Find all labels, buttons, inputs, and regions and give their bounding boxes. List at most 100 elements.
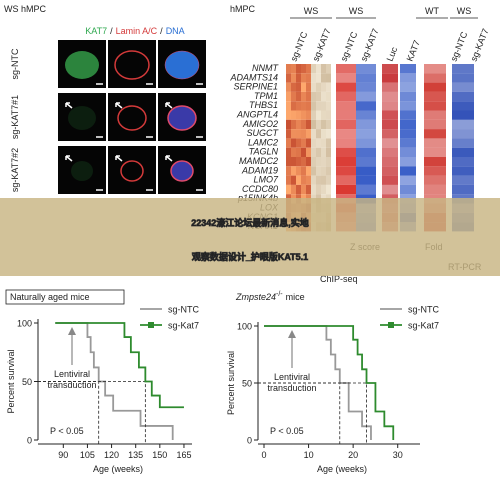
gene-label: AMIGO2 [242, 119, 278, 129]
heat-cell [306, 184, 311, 195]
heat-cell [311, 138, 316, 148]
heat-cell [382, 138, 398, 148]
heat-cell [400, 138, 416, 148]
heat-cell [452, 184, 474, 195]
nucleus [167, 105, 197, 131]
heat-cell [306, 147, 311, 157]
heat-cell [311, 82, 316, 92]
heat-cell [286, 91, 291, 102]
heat-cell [321, 64, 326, 74]
heat-cell [296, 73, 301, 83]
heat-cell [291, 157, 296, 167]
heat-cell [400, 175, 416, 185]
heat-cell [321, 175, 326, 185]
channel-name: Lamin A/C [116, 26, 158, 36]
heat-cell [400, 64, 416, 74]
heat-cell [291, 82, 296, 92]
banner-line: 观察数据设计_护眼版KAT5.1 [192, 251, 308, 262]
heat-cell [291, 138, 296, 148]
gene-label: MAMDC2 [239, 156, 278, 166]
heat-cell [356, 166, 376, 176]
x-tick-label: 10 [304, 450, 314, 460]
heat-cell [326, 119, 331, 130]
group-header: WS [304, 6, 319, 16]
heat-cell [311, 175, 316, 185]
nucleus [170, 160, 194, 182]
y-tick-label: 50 [22, 377, 32, 387]
heat-cell [316, 101, 321, 111]
heat-cell [286, 64, 291, 74]
channel-name: KAT7 [85, 26, 107, 36]
heat-cell [301, 175, 306, 185]
heat-cell [321, 101, 326, 111]
annotation: Lentiviral [54, 369, 90, 379]
heat-cell [301, 129, 306, 139]
heat-cell [321, 184, 326, 195]
heat-cell [382, 175, 398, 185]
heat-cell [321, 91, 326, 102]
heat-cell [452, 166, 474, 176]
heat-cell [301, 73, 306, 83]
heat-cell [424, 184, 446, 195]
heat-cell [291, 184, 296, 195]
heat-cell [321, 82, 326, 92]
legend-marker [388, 322, 394, 328]
heat-cell [291, 91, 296, 102]
heat-cell [382, 157, 398, 167]
heat-cell [424, 147, 446, 157]
heat-cell [356, 64, 376, 74]
banner [0, 198, 500, 276]
heat-cell [452, 101, 474, 111]
footer-label: ChIP-seq [320, 274, 358, 284]
title-part: -/- [276, 291, 283, 298]
x-tick-label: 165 [176, 450, 191, 460]
heat-cell [306, 119, 311, 130]
heat-cell [382, 166, 398, 176]
heat-cell [316, 147, 321, 157]
heat-cell [311, 166, 316, 176]
heat-cell [382, 64, 398, 74]
heat-cell [356, 119, 376, 130]
heat-cell [356, 110, 376, 120]
heat-cell [326, 82, 331, 92]
heat-cell [336, 138, 356, 148]
heat-cell [326, 101, 331, 111]
heat-cell [452, 91, 474, 102]
heat-cell [296, 101, 301, 111]
heat-cell [296, 184, 301, 195]
heat-cell [336, 147, 356, 157]
heat-cell [326, 110, 331, 120]
heat-cell [400, 184, 416, 195]
heat-cell [321, 157, 326, 167]
y-tick-label: 100 [237, 322, 252, 332]
y-axis-label: Percent survival [6, 349, 16, 413]
heat-cell [326, 166, 331, 176]
heat-cell [311, 184, 316, 195]
x-tick-label: 30 [393, 450, 403, 460]
heat-cell [400, 110, 416, 120]
heat-cell [306, 101, 311, 111]
heat-cell [400, 166, 416, 176]
heat-cell [452, 175, 474, 185]
x-axis-label: Age (weeks) [93, 464, 143, 474]
chart-title: Zmpste24-/- mice [235, 291, 305, 302]
heat-cell [356, 184, 376, 195]
channel-name: DNA [166, 26, 185, 36]
x-axis-label: Age (weeks) [317, 464, 367, 474]
gene-label: ANGPTL4 [236, 110, 278, 120]
heat-cell [321, 110, 326, 120]
x-tick-label: 150 [152, 450, 167, 460]
nucleus [120, 160, 144, 182]
heat-cell [356, 73, 376, 83]
heat-cell [296, 64, 301, 74]
median-guide [258, 382, 367, 444]
heat-cell [382, 91, 398, 102]
heat-cell [336, 91, 356, 102]
heat-cell [336, 82, 356, 92]
heat-cell [356, 157, 376, 167]
arrow [115, 102, 123, 109]
heat-cell [336, 129, 356, 139]
heat-cell [316, 138, 321, 148]
heat-cell [311, 91, 316, 102]
legend-label: sg-NTC [168, 305, 199, 315]
